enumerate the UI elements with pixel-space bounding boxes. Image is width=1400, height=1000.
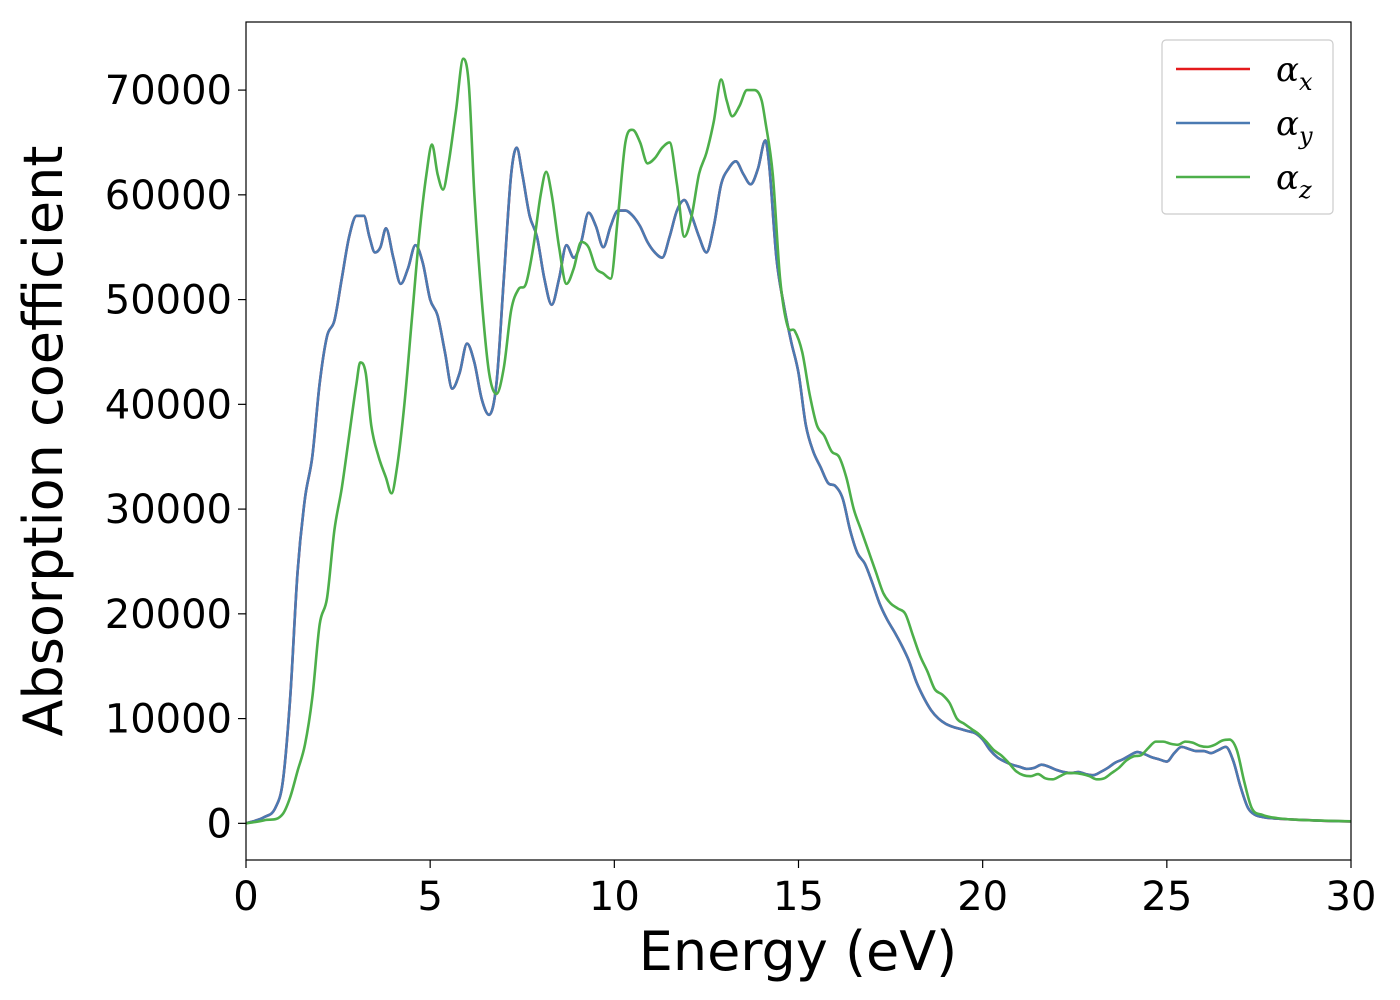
y-tick-label: 50000	[105, 278, 232, 324]
x-axis-label: Energy (eV)	[639, 920, 958, 983]
x-tick-label: 15	[773, 874, 824, 920]
y-tick-label: 70000	[105, 68, 232, 114]
y-tick-label: 10000	[105, 697, 232, 743]
y-tick-label: 0	[207, 801, 232, 847]
series-line-z	[246, 57, 1351, 825]
series-line-y	[246, 139, 1351, 825]
y-tick-label: 60000	[105, 173, 232, 219]
y-tick-label: 30000	[105, 487, 232, 533]
y-axis-ticks: 0 10000 20000 30000 40000 50000 60000 70000	[105, 68, 246, 847]
y-tick-label: 20000	[105, 592, 232, 638]
x-tick-label: 20	[957, 874, 1008, 920]
x-tick-label: 25	[1141, 874, 1192, 920]
y-axis-label: Absorption coefficient	[12, 146, 75, 737]
x-tick-label: 30	[1326, 874, 1377, 920]
series-layer	[246, 57, 1351, 825]
x-tick-label: 10	[589, 874, 640, 920]
x-tick-label: 0	[233, 874, 258, 920]
y-tick-label: 40000	[105, 382, 232, 428]
x-axis-ticks: 0 5 10 15 20 25 30	[233, 860, 1376, 920]
legend-box	[1161, 39, 1334, 215]
x-tick-label: 5	[417, 874, 442, 920]
